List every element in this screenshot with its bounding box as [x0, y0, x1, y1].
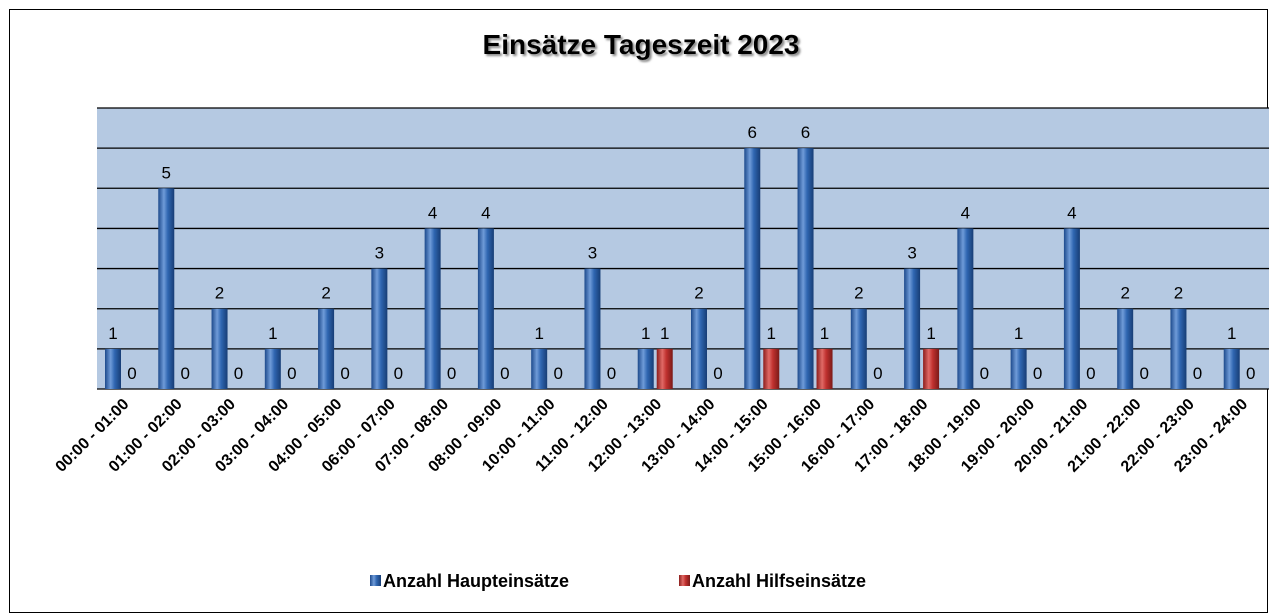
bar: [158, 188, 175, 389]
bar: [584, 268, 601, 389]
value-label: 1: [108, 324, 117, 343]
value-label: 2: [854, 284, 863, 303]
bar: [744, 148, 761, 389]
value-label: 0: [553, 364, 562, 383]
value-label: 0: [873, 364, 882, 383]
bar: [477, 228, 494, 389]
value-label: 1: [660, 324, 669, 343]
bar: [637, 348, 654, 389]
value-label: 2: [215, 284, 224, 303]
value-label: 1: [534, 324, 543, 343]
value-label: 0: [234, 364, 243, 383]
bar: [763, 348, 780, 389]
bar: [1170, 308, 1187, 389]
plot-area: [97, 108, 1269, 389]
bar: [424, 228, 441, 389]
value-label: 6: [748, 123, 757, 142]
bar: [531, 348, 548, 389]
legend-swatch: [679, 575, 690, 586]
chart-title: Einsätze Tageszeit 2023: [483, 29, 800, 60]
value-label: 5: [162, 163, 171, 182]
value-label: 3: [375, 244, 384, 263]
value-label: 0: [500, 364, 509, 383]
value-label: 1: [820, 324, 829, 343]
value-label: 4: [961, 203, 970, 222]
bar: [1223, 348, 1240, 389]
value-label: 0: [1033, 364, 1042, 383]
value-label: 0: [181, 364, 190, 383]
bar: [211, 308, 228, 389]
value-label: 0: [1193, 364, 1202, 383]
bar: [850, 308, 867, 389]
value-label: 1: [268, 324, 277, 343]
bar: [1010, 348, 1027, 389]
value-label: 1: [926, 324, 935, 343]
value-label: 3: [588, 244, 597, 263]
value-label: 4: [1067, 203, 1076, 222]
value-label: 0: [713, 364, 722, 383]
legend-swatch: [370, 575, 381, 586]
bar: [691, 308, 707, 389]
value-label: 0: [1246, 364, 1255, 383]
bar: [1117, 308, 1134, 389]
value-label: 0: [1086, 364, 1095, 383]
bar: [105, 348, 121, 389]
bar: [1063, 228, 1080, 389]
value-label: 4: [428, 203, 437, 222]
bar: [656, 348, 673, 389]
value-label: 0: [340, 364, 349, 383]
bar: [904, 268, 921, 389]
bar: [318, 308, 335, 389]
value-label: 2: [1120, 284, 1129, 303]
value-label: 0: [447, 364, 456, 383]
legend-label: Anzahl Haupteinsätze: [383, 571, 569, 591]
value-label: 0: [980, 364, 989, 383]
bar: [816, 348, 833, 389]
value-label: 0: [287, 364, 296, 383]
value-label: 1: [767, 324, 776, 343]
value-label: 1: [1227, 324, 1236, 343]
value-label: 4: [481, 203, 490, 222]
value-label: 2: [694, 284, 703, 303]
bar: [957, 228, 974, 389]
value-label: 0: [127, 364, 136, 383]
value-label: 3: [907, 244, 916, 263]
value-label: 6: [801, 123, 810, 142]
bar: [797, 148, 814, 389]
value-label: 0: [394, 364, 403, 383]
value-label: 2: [321, 284, 330, 303]
legend-label: Anzahl Hilfseinsätze: [692, 571, 866, 591]
bar: [264, 348, 281, 389]
bar: [371, 268, 388, 389]
value-label: 0: [1139, 364, 1148, 383]
value-label: 1: [641, 324, 650, 343]
value-label: 1: [1014, 324, 1023, 343]
bar: [923, 348, 940, 389]
value-label: 2: [1174, 284, 1183, 303]
value-label: 0: [607, 364, 616, 383]
